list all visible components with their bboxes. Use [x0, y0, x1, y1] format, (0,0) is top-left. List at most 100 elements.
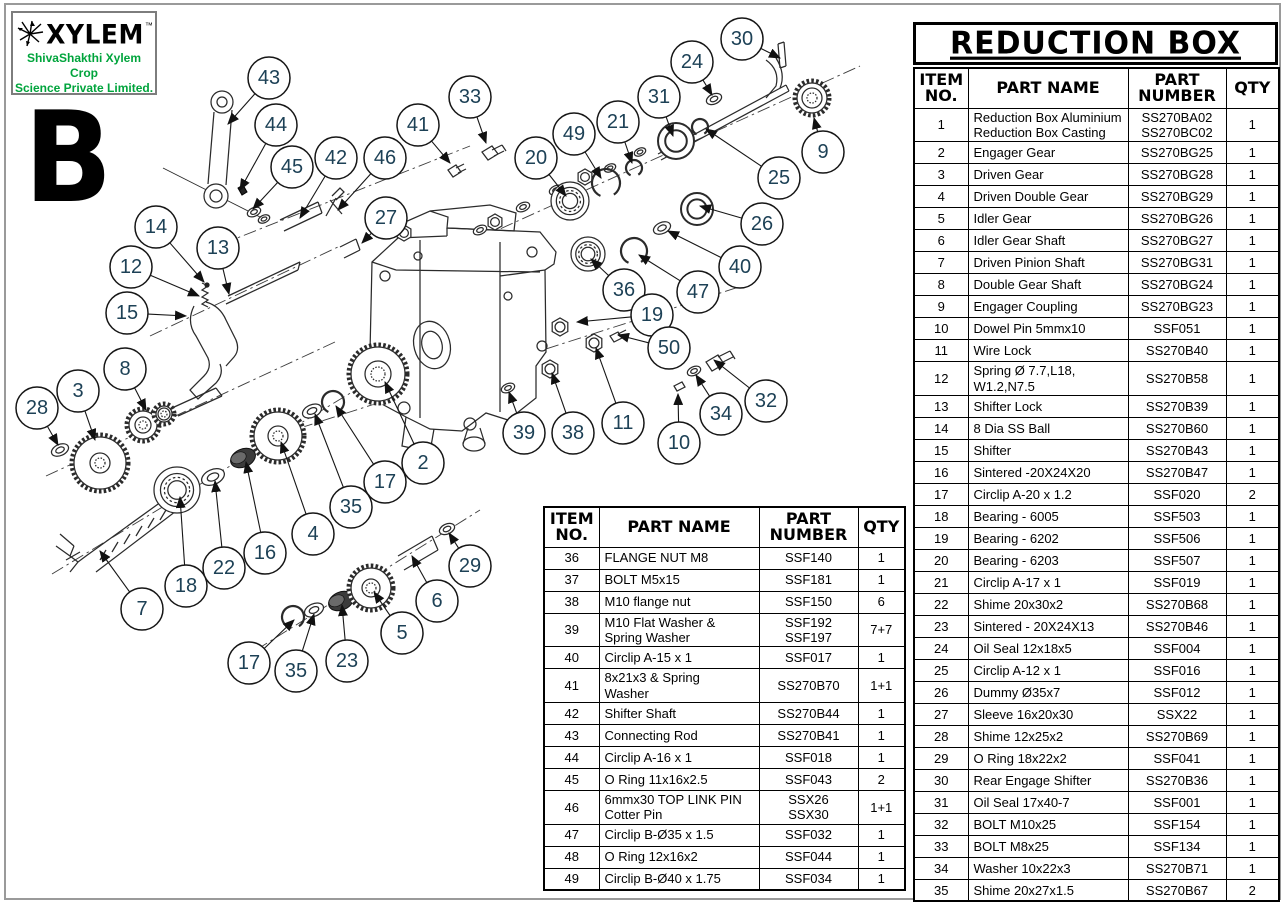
- table-row: 41 8x21x3 & Spring Washer SS270B70 1+1: [543, 668, 906, 703]
- table-row: 47 Circlip B-Ø35 x 1.5 SSF032 1: [543, 823, 906, 847]
- balloon-number: 14: [145, 216, 167, 238]
- balloon-number: 46: [374, 147, 396, 169]
- item-no-cell: 18: [913, 504, 969, 528]
- part-name-cell: Shifter Lock: [967, 394, 1129, 418]
- part-name-cell: Shifter: [967, 438, 1129, 462]
- table-row: 8 Double Gear Shaft SS270BG24 1: [913, 273, 1280, 297]
- part-name-cell: Driven Gear: [967, 163, 1129, 187]
- qty-cell: 1+1: [857, 668, 906, 703]
- leader-line: [239, 143, 267, 191]
- qty-cell: 2: [1225, 878, 1280, 902]
- table-row: 10 Dowel Pin 5mmx10 SSF051 1: [913, 317, 1280, 341]
- part-number-cell: SS270B67: [1127, 878, 1227, 902]
- table-row: 21 Circlip A-17 x 1 SSF019 1: [913, 570, 1280, 594]
- balloon-circle: [720, 17, 764, 61]
- balloon: 47: [638, 254, 720, 314]
- balloon-number: 8: [119, 358, 130, 380]
- item-no-cell: 46: [543, 789, 600, 825]
- qty-cell: 1: [1225, 273, 1280, 297]
- balloon: 15: [105, 291, 188, 335]
- table-row: 26 Dummy Ø35x7 SSF012 1: [913, 680, 1280, 704]
- part-number-cell: SS270B60: [1127, 416, 1227, 440]
- part-name-cell: BOLT M10x25: [967, 812, 1129, 836]
- part-name-cell: Double Gear Shaft: [967, 273, 1129, 297]
- balloon-circle: [274, 649, 318, 693]
- table-row: 31 Oil Seal 17x40-7 SSF001 1: [913, 790, 1280, 814]
- nut-drawing: [577, 168, 593, 186]
- part-name-cell: M10 Flat Washer & Spring Washer: [598, 612, 760, 648]
- qty-cell: 1: [857, 823, 906, 847]
- balloon: 45: [252, 145, 314, 210]
- qty-cell: 1: [1225, 658, 1280, 682]
- balloon: 39: [502, 390, 546, 455]
- balloon: 28: [15, 386, 59, 446]
- item-no-cell: 37: [543, 568, 600, 592]
- table-row: 30 Rear Engage Shifter SS270B36 1: [913, 768, 1280, 792]
- table-row: 38 M10 flange nut SSF150 6: [543, 590, 906, 614]
- balloon-number: 35: [285, 660, 307, 682]
- part-number-cell: SSF004: [1127, 636, 1227, 660]
- qty-cell: 1: [1225, 504, 1280, 528]
- balloon: 32: [713, 359, 788, 423]
- leader-line: [705, 128, 762, 167]
- item-no-cell: 20: [913, 548, 969, 572]
- balloon-number: 50: [658, 337, 680, 359]
- leader-line: [221, 268, 232, 296]
- qty-cell: 1: [1225, 636, 1280, 660]
- balloon-circle: [448, 75, 492, 119]
- item-no-cell: 36: [543, 546, 600, 570]
- item-no-cell: 42: [543, 701, 600, 725]
- balloon-circle: [647, 326, 691, 370]
- balloon-number: 33: [459, 86, 481, 108]
- leader-line: [638, 254, 681, 282]
- part-name-cell: Sleeve 16x20x30: [967, 702, 1129, 726]
- part-name-cell: Wire Lock: [967, 339, 1129, 363]
- leader-line: [595, 346, 617, 404]
- leader-line: [301, 612, 316, 652]
- item-no-cell: 35: [913, 878, 969, 902]
- leader-line: [84, 410, 97, 442]
- part-name-cell: Circlip A-15 x 1: [598, 646, 760, 670]
- item-no-cell: 30: [913, 768, 969, 792]
- item-no-cell: 38: [543, 590, 600, 614]
- brand-name: XYLEM: [46, 18, 144, 50]
- balloon: 12: [109, 245, 201, 297]
- part-drawing: [447, 163, 467, 178]
- balloon-circle: [105, 291, 149, 335]
- qty-cell: 1: [857, 845, 906, 869]
- balloon-number: 30: [731, 28, 753, 50]
- part-drawing: [397, 535, 439, 571]
- part-drawing: [69, 493, 181, 573]
- part-name-cell: Spring Ø 7.7,L18, W1.2,N7.5: [967, 361, 1129, 396]
- qty-cell: 1: [1225, 107, 1280, 143]
- washer-drawing: [301, 403, 323, 419]
- qty-cell: 1: [857, 701, 906, 725]
- part-name-cell: BOLT M5x15: [598, 568, 760, 592]
- leader-line: [279, 440, 307, 515]
- part-drawing: [279, 201, 323, 232]
- qty-cell: 1: [1225, 834, 1280, 858]
- item-no-cell: 29: [913, 746, 969, 770]
- balloon: 14: [134, 205, 205, 283]
- qty-cell: 2: [857, 767, 906, 791]
- balloon-circle: [596, 100, 640, 144]
- column-header: QTY: [857, 506, 906, 548]
- part-name-cell: Idler Gear: [967, 207, 1129, 231]
- balloon: 3: [56, 369, 100, 442]
- washer-drawing: [201, 468, 225, 486]
- gear-drawing: [151, 401, 177, 427]
- parts-table-main: ITEM NO. PART NAME PART NUMBER QTY 1 Reducti…: [913, 67, 1280, 903]
- part-number-cell: SSF506: [1127, 526, 1227, 550]
- nut-drawing: [487, 213, 503, 231]
- qty-cell: 1: [857, 568, 906, 592]
- balloon-circle: [514, 136, 558, 180]
- balloon-circle: [227, 641, 271, 685]
- part-number-cell: SSF041: [1127, 746, 1227, 770]
- bearing-drawing: [570, 236, 606, 272]
- balloon-number: 28: [26, 397, 48, 419]
- qty-cell: 1: [1225, 229, 1280, 253]
- balloon-number: 16: [254, 542, 276, 564]
- table-row: 42 Shifter Shaft SS270B44 1: [543, 701, 906, 725]
- qty-cell: 1: [1225, 724, 1280, 748]
- item-no-cell: 44: [543, 745, 600, 769]
